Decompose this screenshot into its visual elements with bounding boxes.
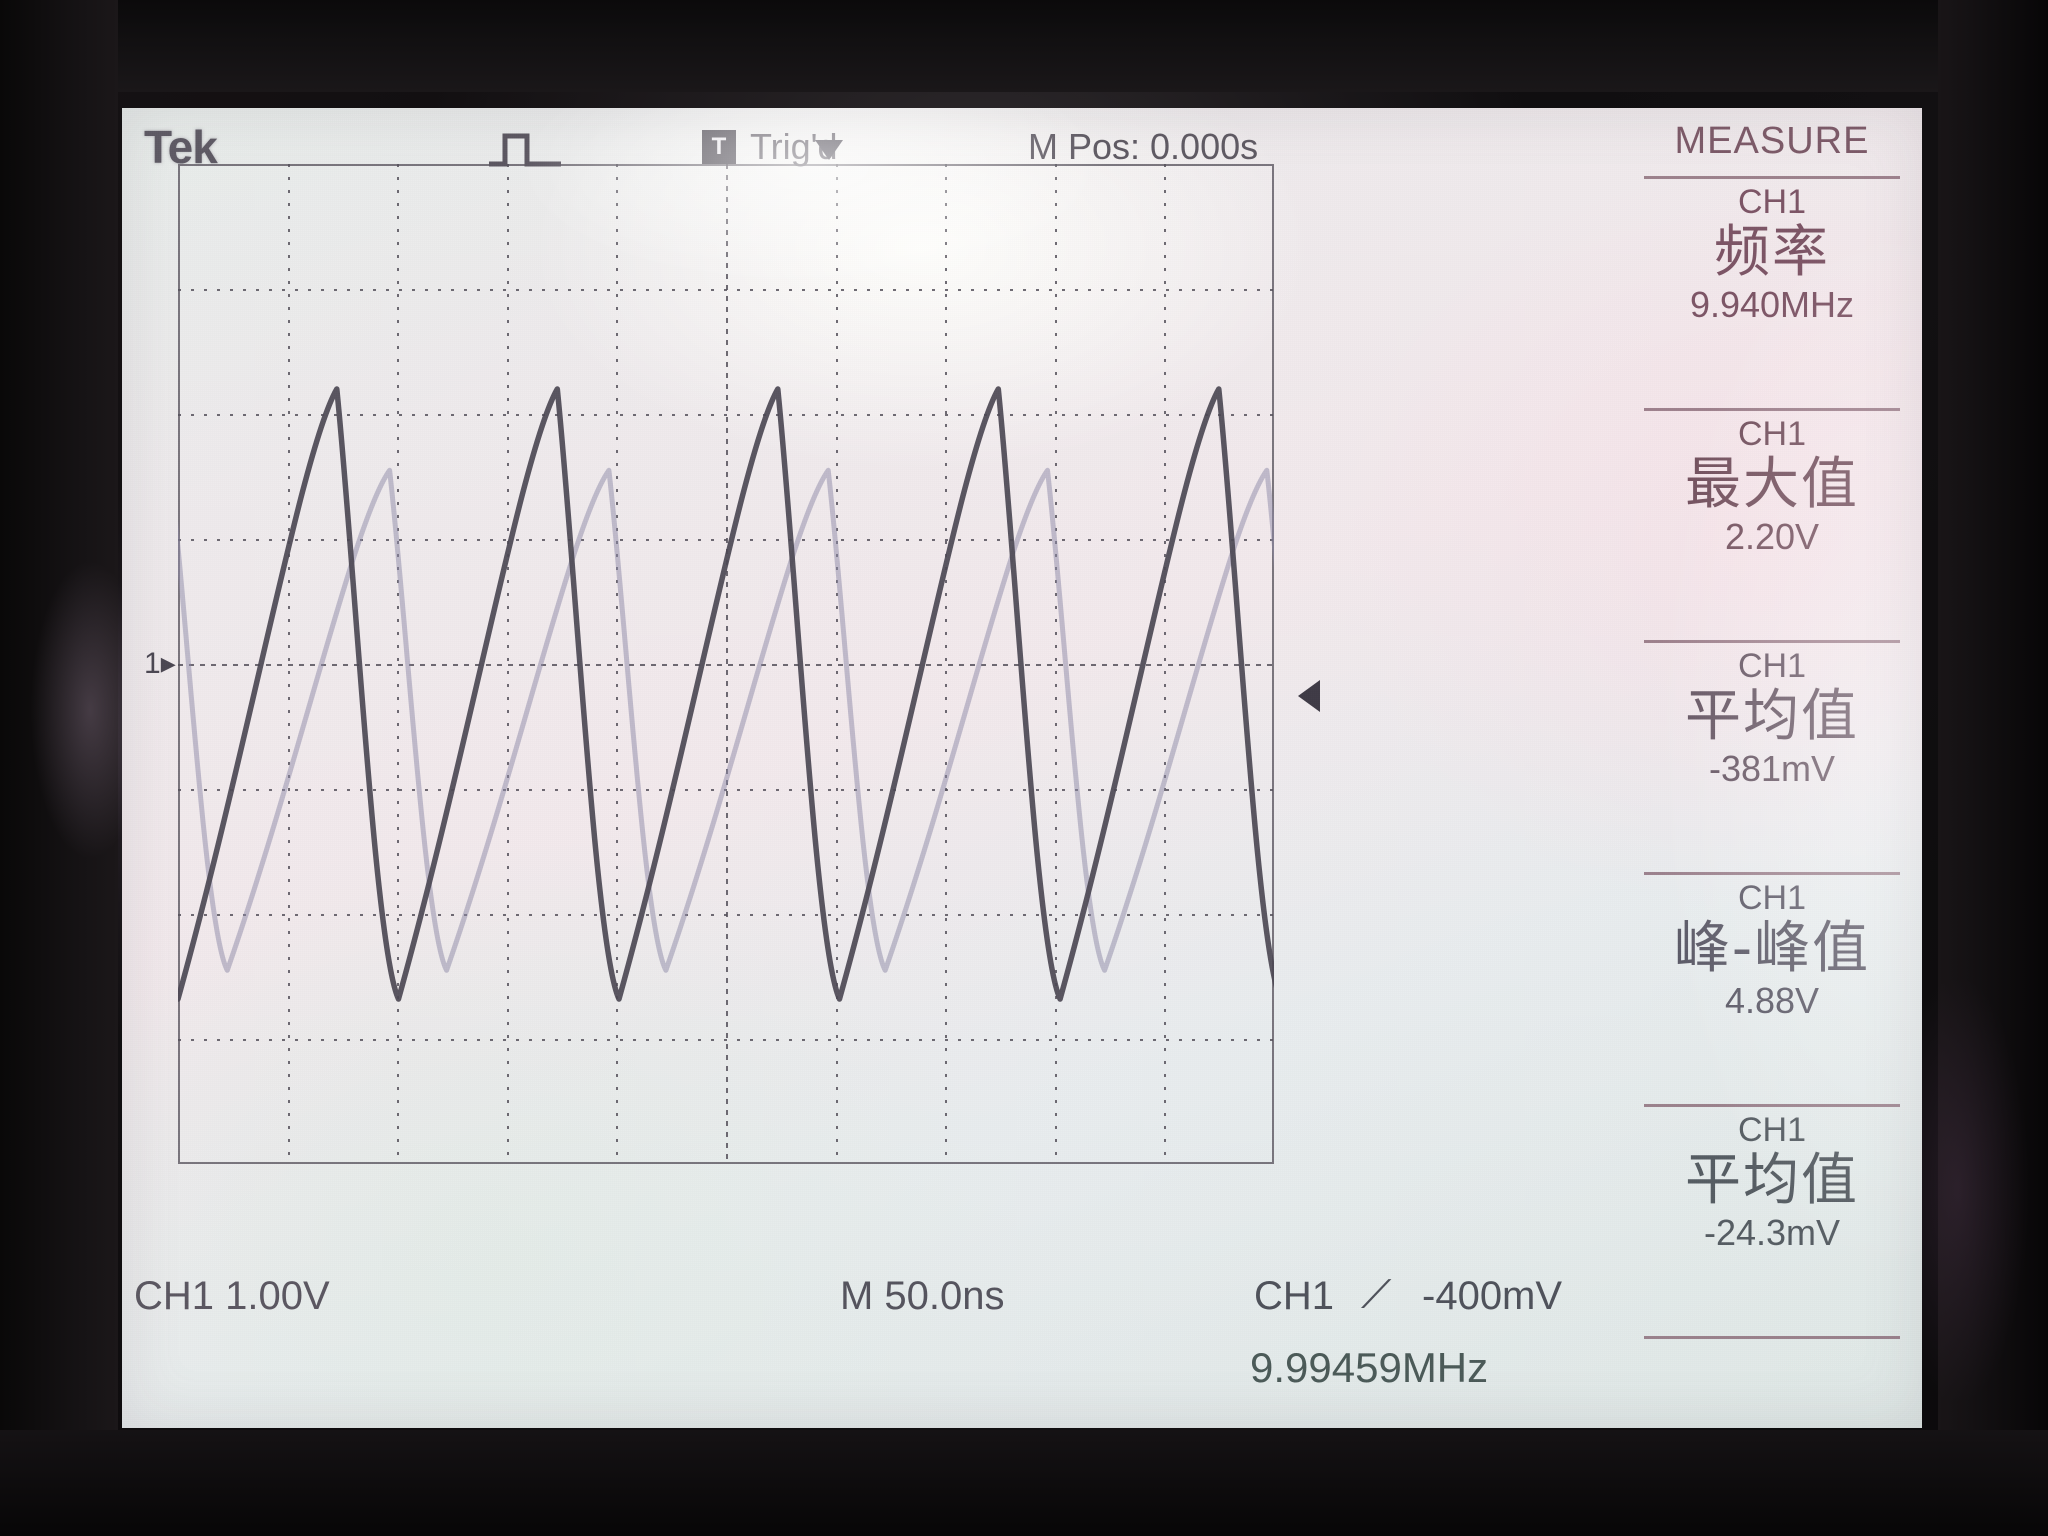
measure-panel: MEASURE CH1 频率 9.940MHz CH1 最大值 2.20V CH1 平均值 -3… bbox=[1622, 108, 1922, 1358]
measure-item-label: 峰-峰值 bbox=[1673, 916, 1871, 981]
trigger-type-badge: T bbox=[702, 130, 736, 164]
graticule-hline bbox=[178, 664, 1274, 666]
measured-frequency-readout: 9.99459MHz bbox=[1250, 1344, 1489, 1391]
measure-divider bbox=[1644, 408, 1900, 411]
measure-divider bbox=[1644, 176, 1900, 179]
trigger-source-readout: CH1 bbox=[1254, 1274, 1335, 1318]
measure-item[interactable]: CH1 平均值 -381mV bbox=[1622, 646, 1922, 790]
measure-item-channel: CH1 bbox=[1737, 415, 1807, 453]
measure-item[interactable]: CH1 频率 9.940MHz bbox=[1622, 182, 1922, 326]
trigger-level-readout: -400mV bbox=[1422, 1274, 1563, 1318]
measure-item-value: -24.3mV bbox=[1703, 1212, 1841, 1253]
measure-item-value: 9.940MHz bbox=[1689, 284, 1855, 325]
measure-divider bbox=[1644, 1336, 1900, 1339]
measure-item-value: 4.88V bbox=[1724, 980, 1820, 1021]
graticule-hline bbox=[178, 414, 1274, 416]
waveform-path bbox=[178, 467, 1274, 973]
measure-item-value: -381mV bbox=[1708, 748, 1836, 789]
bezel-bottom bbox=[0, 1430, 2048, 1536]
waveform-path bbox=[178, 386, 1274, 1002]
channel-scale-readout: CH1 1.00V bbox=[134, 1274, 330, 1318]
timebase-readout: M 50.0ns bbox=[840, 1274, 1005, 1318]
graticule-hline bbox=[178, 539, 1274, 541]
graticule-hline bbox=[178, 914, 1274, 916]
channel-ground-marker-label: 1 bbox=[144, 647, 161, 680]
oscilloscope-screen: Tek T Trig'd M Pos: 0.000s 1▸ MEASURE bbox=[122, 108, 1922, 1428]
measure-item[interactable]: CH1 最大值 2.20V bbox=[1622, 414, 1922, 558]
bezel-left bbox=[0, 0, 118, 1536]
measure-item-label: 最大值 bbox=[1685, 452, 1859, 517]
measure-item-label: 频率 bbox=[1714, 220, 1830, 285]
graticule: 1▸ bbox=[144, 140, 1320, 1164]
waveform-trace bbox=[178, 386, 1274, 1002]
trigger-position-arrow-icon bbox=[815, 140, 843, 160]
rising-edge-icon: ⁄ bbox=[1366, 1270, 1389, 1317]
channel-ground-marker: 1▸ bbox=[144, 647, 176, 680]
graticule-hline bbox=[178, 1039, 1274, 1041]
measure-item-channel: CH1 bbox=[1737, 1111, 1807, 1149]
measure-item-label: 平均值 bbox=[1685, 684, 1859, 749]
horizontal-position: M Pos: 0.000s bbox=[1028, 126, 1259, 167]
trigger-level-arrow-icon bbox=[1298, 680, 1320, 712]
measure-divider bbox=[1644, 640, 1900, 643]
measure-divider bbox=[1644, 872, 1900, 875]
measure-item[interactable]: CH1 平均值 -24.3mV bbox=[1622, 1110, 1922, 1254]
bottom-status-bar: CH1 1.00V M 50.0ns CH1 ⁄ -400mV 9.99459M… bbox=[122, 1270, 1922, 1394]
measure-divider bbox=[1644, 1104, 1900, 1107]
measure-item-channel: CH1 bbox=[1737, 183, 1807, 221]
measure-item-channel: CH1 bbox=[1737, 647, 1807, 685]
graticule-hline bbox=[178, 289, 1274, 291]
measure-item[interactable]: CH1 峰-峰值 4.88V bbox=[1622, 878, 1922, 1022]
bezel-right bbox=[1938, 0, 2048, 1536]
measure-item-channel: CH1 bbox=[1737, 879, 1807, 917]
measure-panel-title: MEASURE bbox=[1674, 120, 1870, 162]
graticule-hline bbox=[178, 789, 1274, 791]
measure-item-value: 2.20V bbox=[1724, 516, 1820, 557]
bezel-top bbox=[0, 0, 2048, 92]
measure-item-label: 平均值 bbox=[1685, 1148, 1859, 1213]
